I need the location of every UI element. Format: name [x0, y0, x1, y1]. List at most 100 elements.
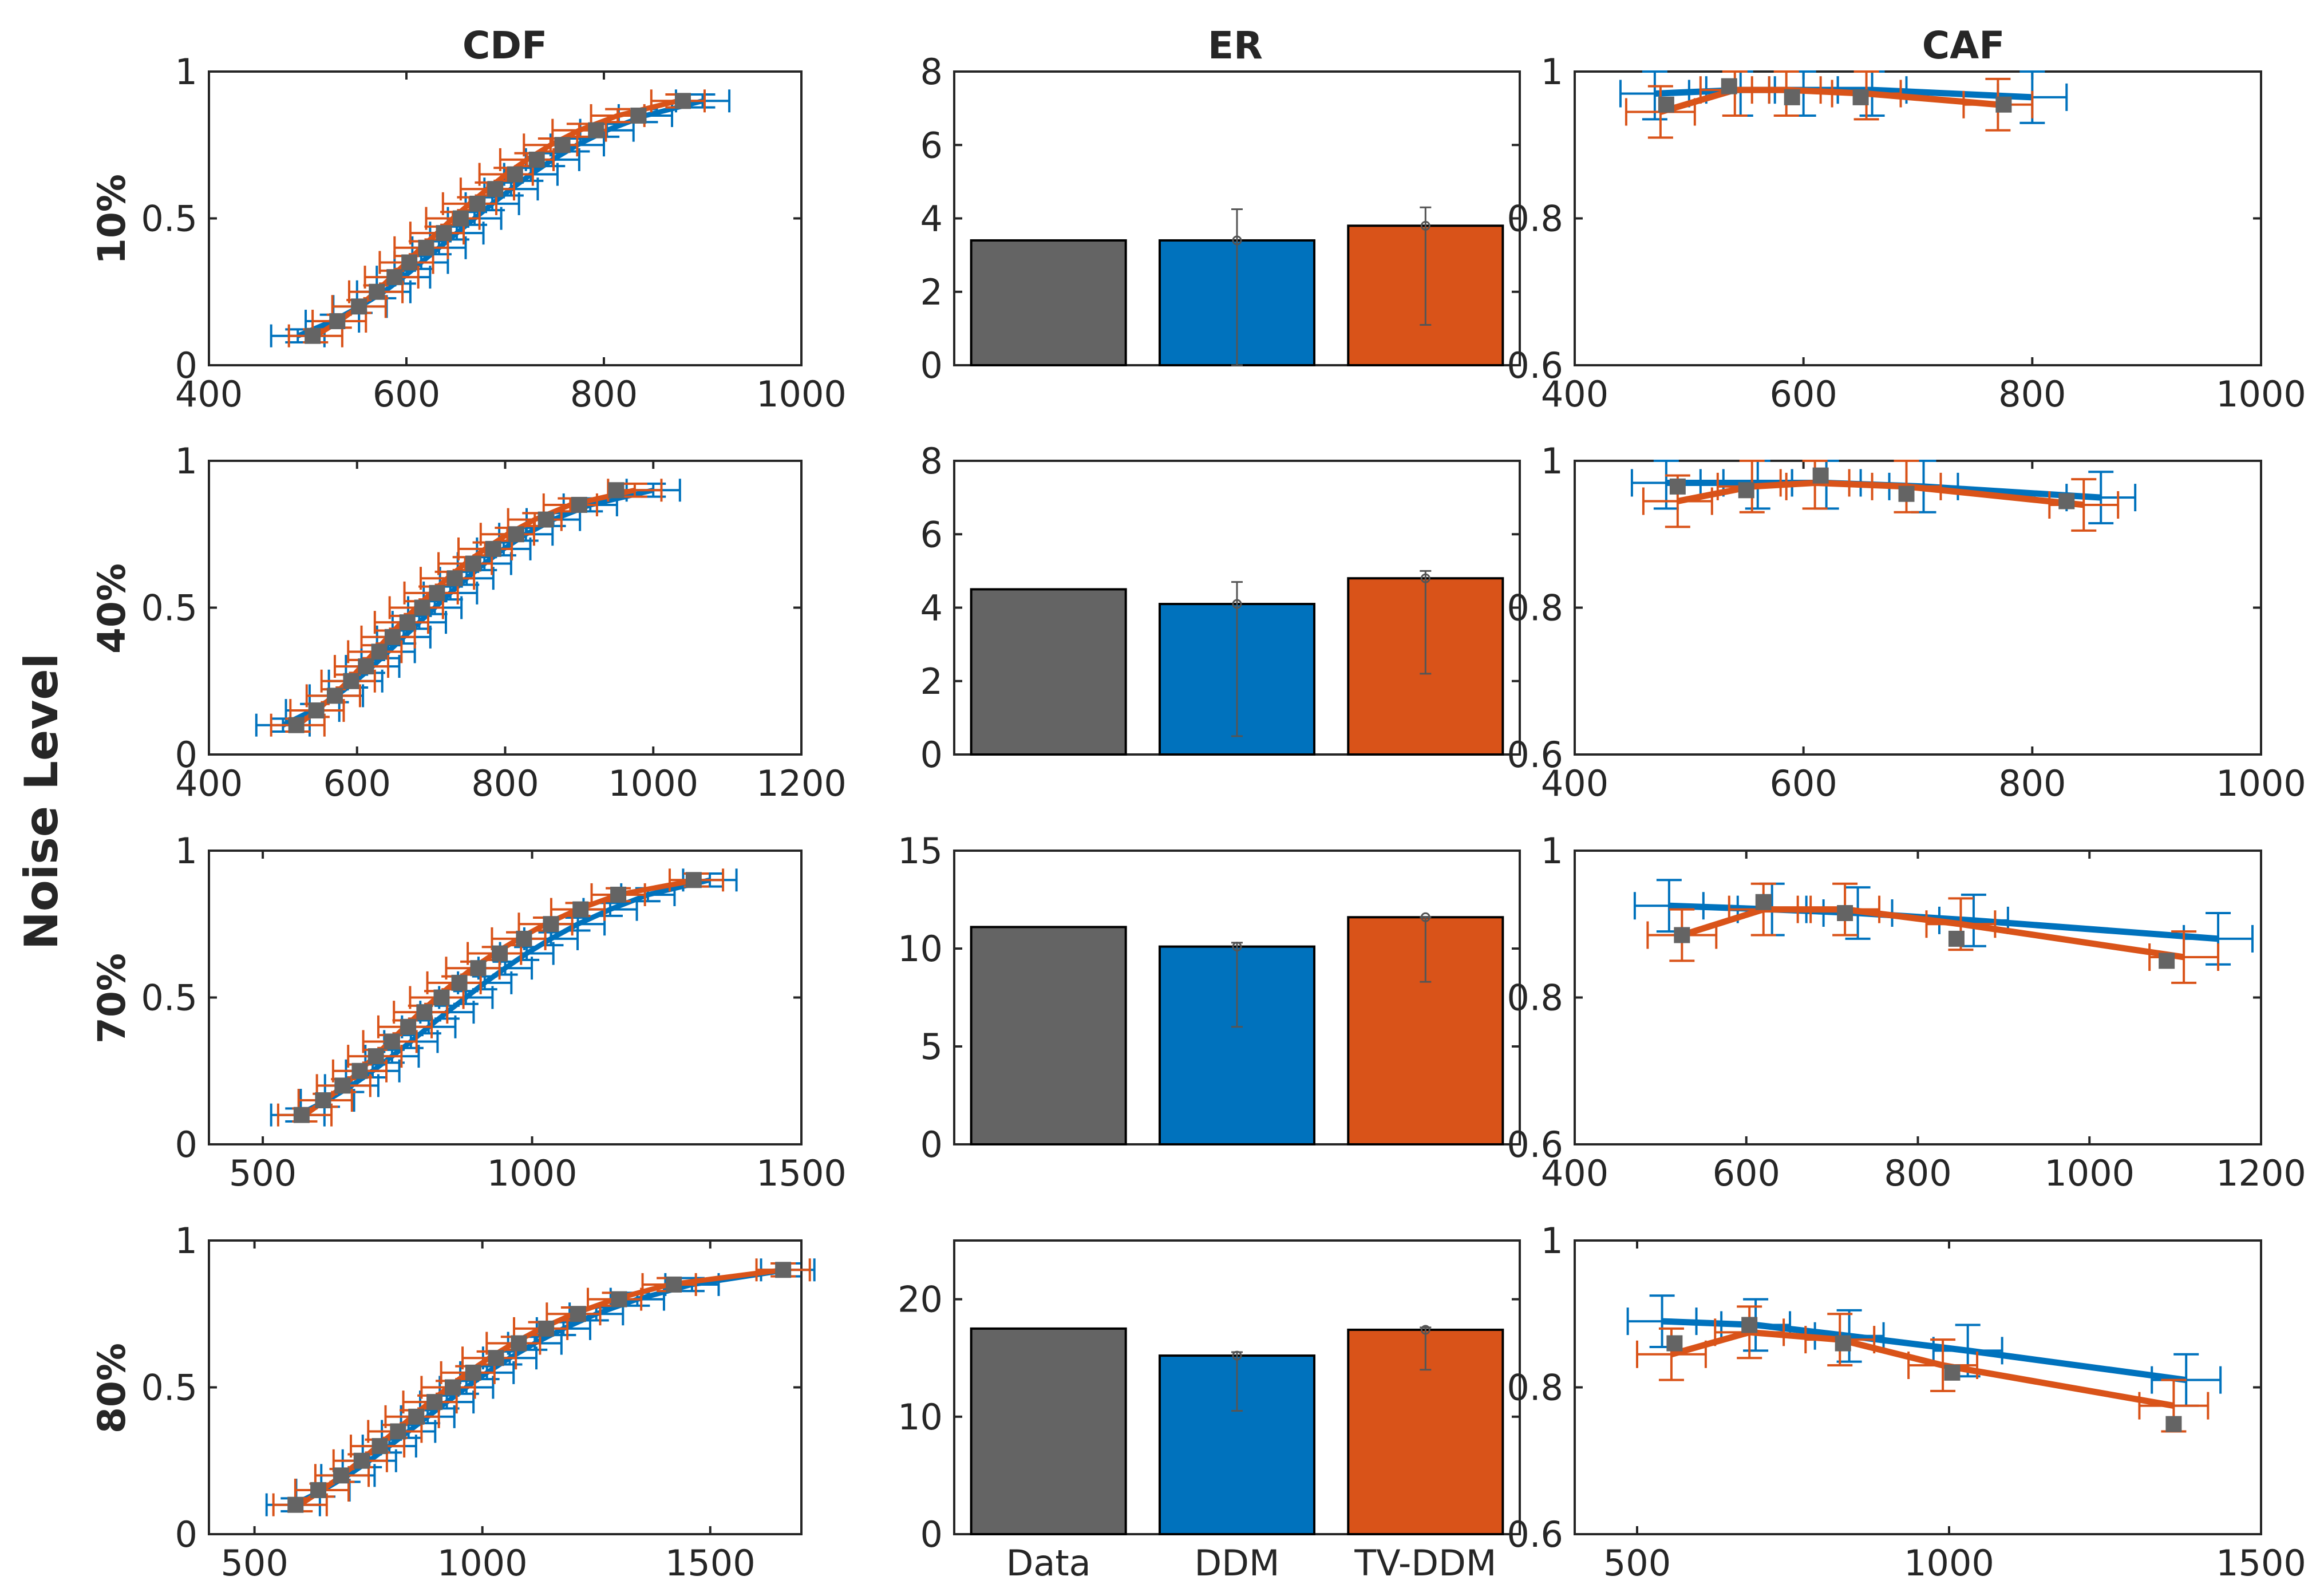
- x-tick-label: 400: [175, 763, 243, 804]
- y-tick-label: 4: [920, 587, 943, 629]
- x-category-label: DDM: [1195, 1542, 1280, 1584]
- x-category-label: Data: [1006, 1542, 1091, 1584]
- data-point: [351, 298, 367, 315]
- data-point: [353, 1452, 370, 1469]
- data-point: [305, 327, 321, 344]
- panel-er-10: 0 2 4 6 8: [920, 51, 1521, 386]
- y-tick-label: 6: [920, 513, 943, 555]
- data-point: [343, 673, 359, 689]
- data-point: [399, 614, 416, 631]
- y-tick-label: 1: [175, 830, 197, 872]
- data-point: [666, 1276, 682, 1293]
- data-point: [1898, 485, 1915, 502]
- x-tick-label: 600: [1713, 1152, 1780, 1194]
- data-point: [1738, 482, 1754, 499]
- panel-cdf-40: 0 0.5 1 400 600 800 1000 1200: [141, 440, 847, 804]
- data-point: [287, 1496, 304, 1513]
- data-point: [1784, 89, 1800, 105]
- y-tick-label: 5: [920, 1026, 943, 1068]
- data-point: [293, 1107, 310, 1123]
- y-tick-label: 1: [1541, 440, 1563, 482]
- y-tick-label: 8: [920, 51, 943, 93]
- series-line-ddm: [292, 1267, 788, 1507]
- x-tick-label: 600: [373, 373, 440, 415]
- data-point: [408, 1408, 425, 1425]
- data-point: [308, 702, 325, 719]
- data-point: [418, 239, 434, 256]
- data-point: [1948, 930, 1965, 947]
- x-tick-label: 1000: [2044, 1152, 2135, 1194]
- data-point: [1755, 894, 1772, 910]
- y-axis-label: Noise Level: [15, 653, 68, 950]
- y-tick-label: 1: [1541, 1220, 1563, 1262]
- data-point: [675, 93, 691, 109]
- data-point: [1658, 96, 1674, 113]
- x-tick-label: 400: [175, 373, 243, 415]
- data-point: [446, 570, 463, 587]
- mean-marker: [1232, 599, 1242, 609]
- y-tick-label: 0: [175, 734, 197, 776]
- panel-caf-70: 0.6 0.8 1 400 600 800 1000 1200: [1507, 830, 2306, 1194]
- data-point: [465, 555, 481, 572]
- data-point: [351, 1062, 368, 1079]
- x-tick-label: 400: [1541, 373, 1608, 415]
- data-point: [1666, 1335, 1683, 1352]
- data-point: [588, 122, 604, 139]
- axes-box: [1574, 1239, 2262, 1535]
- y-tick-label: 4: [920, 198, 943, 240]
- data-point: [775, 1262, 792, 1278]
- mean-marker: [1420, 573, 1430, 583]
- data-point: [1812, 467, 1829, 484]
- x-tick-label: 1500: [665, 1542, 756, 1584]
- series-line-tv-ddm: [298, 1267, 784, 1507]
- x-tick-label: 1000: [487, 1152, 578, 1194]
- bar-data: [970, 239, 1127, 366]
- data-point: [329, 313, 346, 330]
- mean-marker: [1420, 912, 1430, 922]
- mean-marker: [1232, 942, 1242, 952]
- data-point: [367, 1048, 384, 1065]
- data-point: [1837, 905, 1853, 922]
- y-tick-label: 0: [920, 734, 943, 776]
- x-tick-label: 600: [1769, 373, 1837, 415]
- data-point: [400, 1018, 417, 1035]
- data-point: [371, 643, 388, 660]
- col-title-cdf: CDF: [463, 23, 547, 68]
- x-tick-label: 1000: [1904, 1542, 1994, 1584]
- data-point: [390, 1423, 406, 1440]
- x-category-label: TV-DDM: [1354, 1542, 1496, 1584]
- row-label-10: 10%: [90, 174, 134, 264]
- data-point: [508, 526, 524, 543]
- y-tick-label: 0.5: [141, 198, 197, 240]
- data-point: [1721, 78, 1737, 94]
- data-point: [2159, 953, 2175, 969]
- x-tick-label: 600: [323, 763, 391, 804]
- y-tick-label: 15: [898, 830, 943, 872]
- data-point: [452, 210, 469, 227]
- data-point: [465, 1364, 481, 1381]
- y-tick-label: 0: [920, 1124, 943, 1166]
- y-tick-label: 0.8: [1507, 587, 1563, 629]
- axes-box: [1574, 70, 2262, 366]
- data-point: [543, 916, 559, 933]
- data-point: [334, 1077, 351, 1094]
- y-tick-label: 0.5: [141, 977, 197, 1019]
- x-tick-label: 600: [1769, 763, 1837, 804]
- mean-marker: [1232, 1350, 1242, 1361]
- x-tick-label: 800: [1998, 373, 2066, 415]
- data-point: [288, 717, 305, 733]
- y-tick-label: 10: [898, 1396, 943, 1438]
- data-point: [608, 482, 625, 499]
- x-tick-label: 1200: [756, 763, 847, 804]
- x-tick-label: 800: [570, 373, 638, 415]
- y-tick-label: 8: [920, 440, 943, 482]
- x-tick-label: 1000: [756, 373, 847, 415]
- data-point: [516, 930, 532, 947]
- data-point: [537, 511, 554, 528]
- data-point: [572, 901, 589, 918]
- data-point: [426, 1394, 443, 1411]
- row-label-80: 80%: [90, 1343, 134, 1433]
- x-tick-label: 1500: [756, 1152, 847, 1194]
